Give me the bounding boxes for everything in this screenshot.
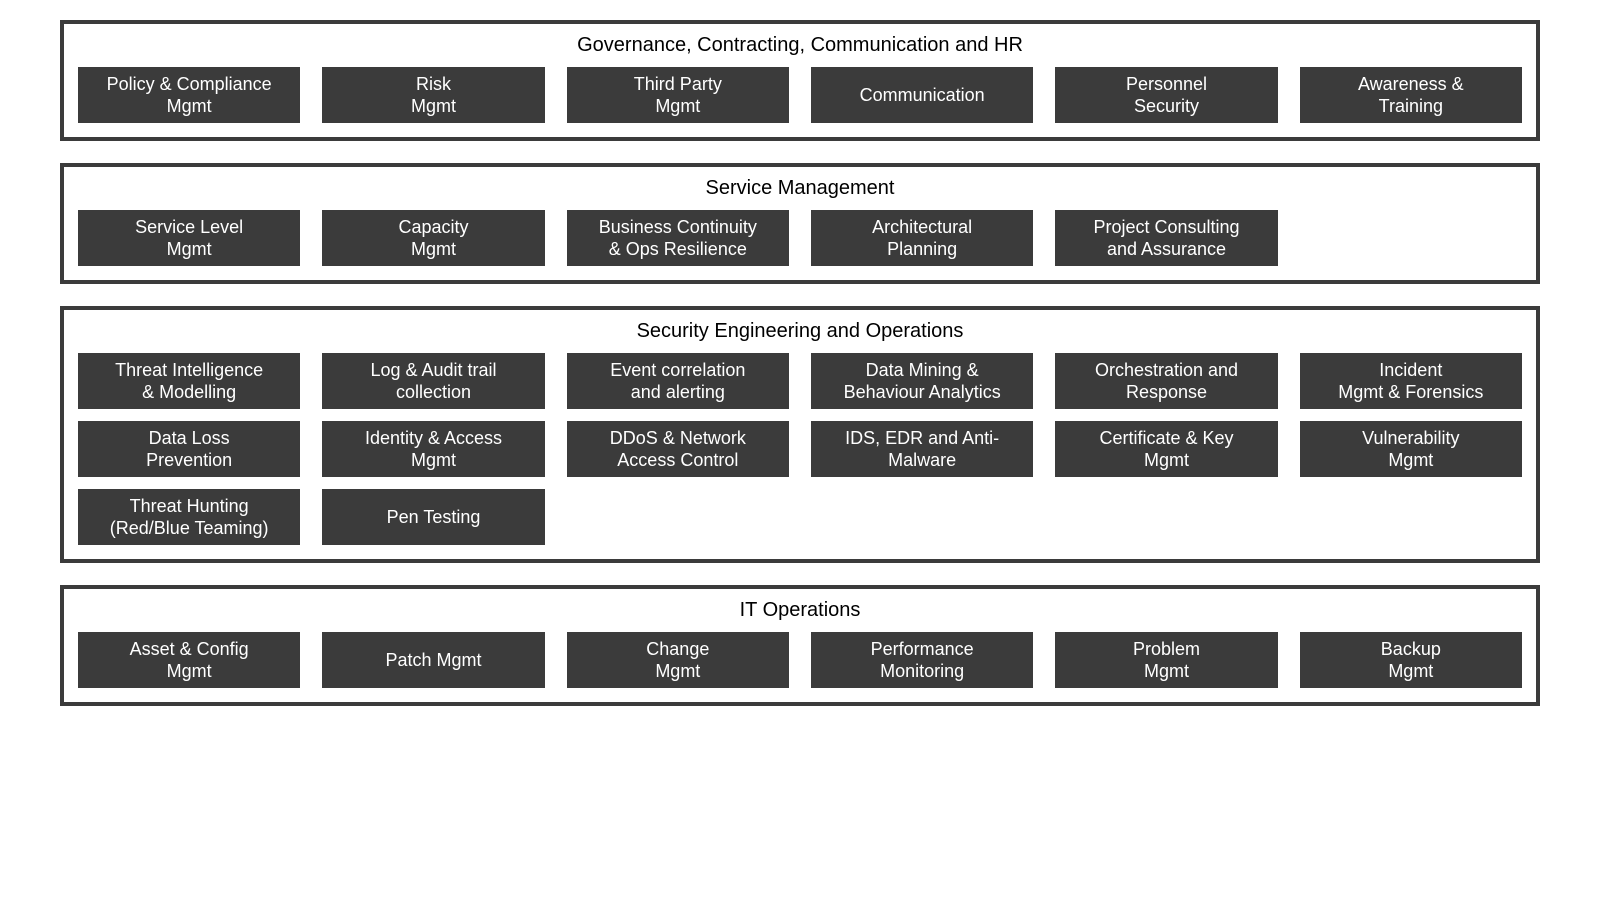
capability-tile: Business Continuity & Ops Resilience	[567, 210, 789, 266]
tile-row: Data Loss Prevention Identity & Access Mg…	[78, 421, 1522, 477]
capability-tile: Threat Hunting (Red/Blue Teaming)	[78, 489, 300, 545]
capability-tile: Data Loss Prevention	[78, 421, 300, 477]
capability-tile: Risk Mgmt	[322, 67, 544, 123]
capability-tile: Performance Monitoring	[811, 632, 1033, 688]
tile-row: Threat Hunting (Red/Blue Teaming) Pen Tes…	[78, 489, 1522, 545]
capability-tile: DDoS & Network Access Control	[567, 421, 789, 477]
section: Governance, Contracting, Communication a…	[60, 20, 1540, 141]
capability-map: Governance, Contracting, Communication a…	[60, 20, 1540, 706]
tile-row: Service Level Mgmt Capacity Mgmt Business …	[78, 210, 1522, 266]
capability-tile: Incident Mgmt & Forensics	[1300, 353, 1522, 409]
tile-row: Asset & Config Mgmt Patch Mgmt Change Mgmt…	[78, 632, 1522, 688]
capability-tile: Personnel Security	[1055, 67, 1277, 123]
capability-tile: Change Mgmt	[567, 632, 789, 688]
capability-tile: Patch Mgmt	[322, 632, 544, 688]
capability-tile: Vulnerability Mgmt	[1300, 421, 1522, 477]
capability-tile: Awareness & Training	[1300, 67, 1522, 123]
capability-tile: Architectural Planning	[811, 210, 1033, 266]
capability-tile: Third Party Mgmt	[567, 67, 789, 123]
capability-tile: Policy & Compliance Mgmt	[78, 67, 300, 123]
section-title: IT Operations	[78, 599, 1522, 622]
section-title: Service Management	[78, 177, 1522, 200]
capability-tile: Threat Intelligence & Modelling	[78, 353, 300, 409]
section: IT Operations Asset & Config Mgmt Patch Mg…	[60, 585, 1540, 706]
section-title: Security Engineering and Operations	[78, 320, 1522, 343]
capability-tile: Communication	[811, 67, 1033, 123]
capability-tile: Log & Audit trail collection	[322, 353, 544, 409]
capability-tile: Certificate & Key Mgmt	[1055, 421, 1277, 477]
capability-tile: Capacity Mgmt	[322, 210, 544, 266]
capability-tile: Event correlation and alerting	[567, 353, 789, 409]
capability-tile: Pen Testing	[322, 489, 544, 545]
capability-tile: Problem Mgmt	[1055, 632, 1277, 688]
capability-tile: Service Level Mgmt	[78, 210, 300, 266]
capability-tile: Identity & Access Mgmt	[322, 421, 544, 477]
capability-tile: Data Mining & Behaviour Analytics	[811, 353, 1033, 409]
capability-tile: Backup Mgmt	[1300, 632, 1522, 688]
capability-tile: IDS, EDR and Anti- Malware	[811, 421, 1033, 477]
capability-tile: Orchestration and Response	[1055, 353, 1277, 409]
tile-row: Threat Intelligence & Modelling Log & Aud…	[78, 353, 1522, 409]
section: Security Engineering and Operations Threa…	[60, 306, 1540, 563]
section: Service Management Service Level Mgmt Capa…	[60, 163, 1540, 284]
capability-tile: Project Consulting and Assurance	[1055, 210, 1277, 266]
capability-tile: Asset & Config Mgmt	[78, 632, 300, 688]
section-title: Governance, Contracting, Communication a…	[78, 34, 1522, 57]
tile-row: Policy & Compliance Mgmt Risk Mgmt Third P…	[78, 67, 1522, 123]
